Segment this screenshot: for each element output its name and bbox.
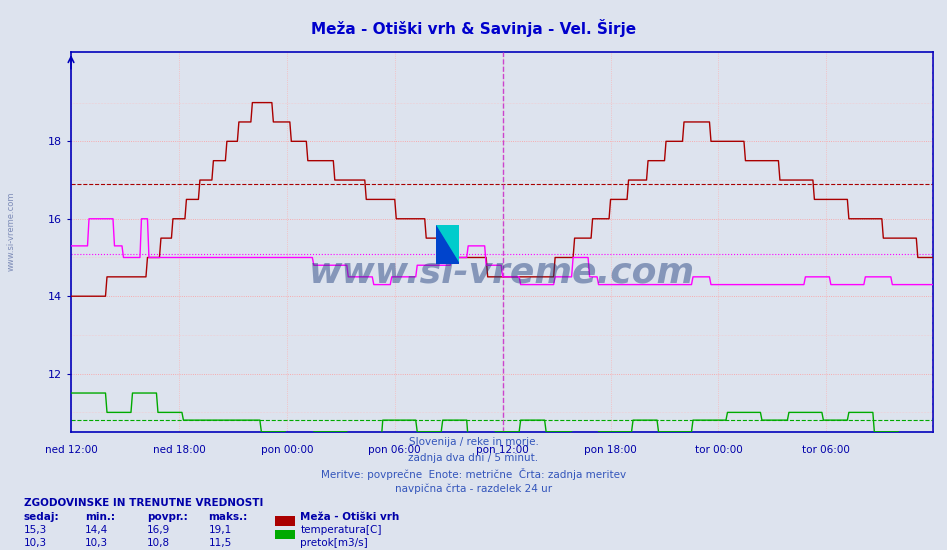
Text: 15,3: 15,3 (24, 525, 47, 535)
Text: ned 12:00: ned 12:00 (45, 446, 98, 455)
Text: 19,1: 19,1 (208, 525, 232, 535)
Text: pretok[m3/s]: pretok[m3/s] (300, 538, 368, 548)
Text: navpična črta - razdelek 24 ur: navpična črta - razdelek 24 ur (395, 483, 552, 494)
Text: Meža - Otiški vrh: Meža - Otiški vrh (300, 512, 400, 521)
Text: 16,9: 16,9 (147, 525, 170, 535)
Text: tor 00:00: tor 00:00 (694, 446, 742, 455)
Text: 10,8: 10,8 (147, 538, 170, 548)
Text: www.si-vreme.com: www.si-vreme.com (7, 191, 16, 271)
Text: min.:: min.: (85, 512, 116, 521)
Text: Meža - Otiški vrh & Savinja - Vel. Širje: Meža - Otiški vrh & Savinja - Vel. Širje (311, 19, 636, 37)
Text: sedaj:: sedaj: (24, 512, 60, 521)
Text: zadnja dva dni / 5 minut.: zadnja dva dni / 5 minut. (408, 453, 539, 463)
Text: Meritve: povprečne  Enote: metrične  Črta: zadnja meritev: Meritve: povprečne Enote: metrične Črta:… (321, 468, 626, 480)
Polygon shape (436, 226, 459, 264)
Text: 10,3: 10,3 (85, 538, 108, 548)
Text: www.si-vreme.com: www.si-vreme.com (309, 255, 695, 289)
Text: povpr.:: povpr.: (147, 512, 188, 521)
Text: pon 00:00: pon 00:00 (260, 446, 313, 455)
Text: 14,4: 14,4 (85, 525, 109, 535)
Text: ned 18:00: ned 18:00 (152, 446, 205, 455)
Text: maks.:: maks.: (208, 512, 247, 521)
Text: Slovenija / reke in morje.: Slovenija / reke in morje. (408, 437, 539, 447)
Text: pon 12:00: pon 12:00 (476, 446, 529, 455)
Text: tor 06:00: tor 06:00 (802, 446, 850, 455)
Text: temperatura[C]: temperatura[C] (300, 525, 382, 535)
Text: ZGODOVINSKE IN TRENUTNE VREDNOSTI: ZGODOVINSKE IN TRENUTNE VREDNOSTI (24, 498, 263, 508)
Text: pon 18:00: pon 18:00 (584, 446, 637, 455)
Polygon shape (436, 226, 459, 264)
Text: 11,5: 11,5 (208, 538, 232, 548)
Text: 10,3: 10,3 (24, 538, 46, 548)
Text: pon 06:00: pon 06:00 (368, 446, 421, 455)
